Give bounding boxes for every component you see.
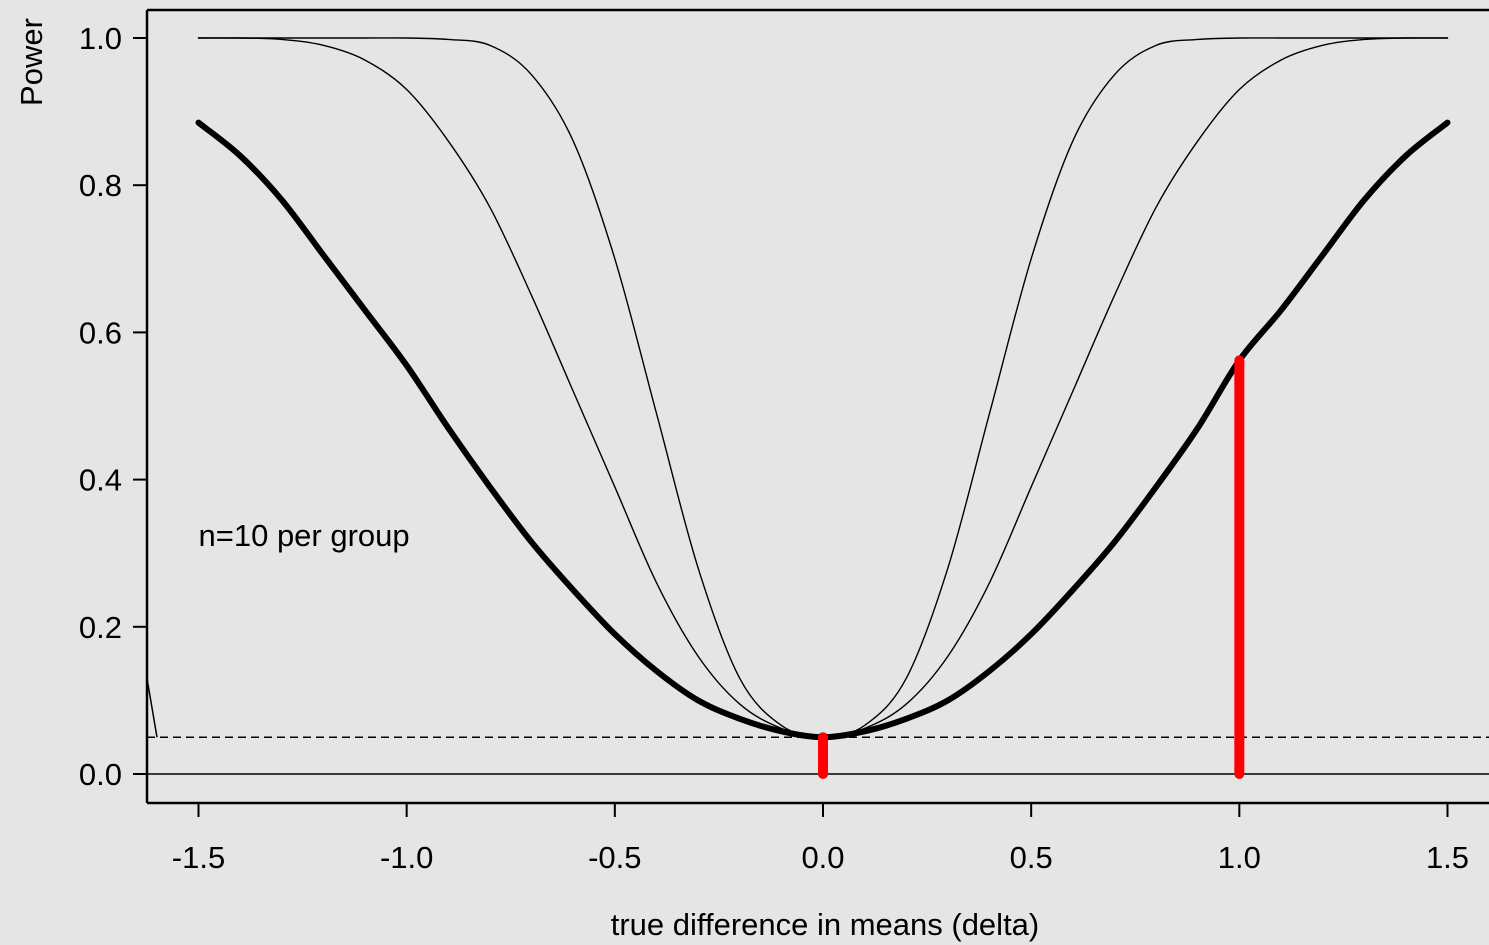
y-tick-label: 0.6: [79, 315, 122, 350]
x-ticks: -1.5 -1.0 -0.5 0.0 0.5 1.0 1.5: [172, 803, 1469, 875]
x-tick-label: 0.5: [1010, 840, 1053, 875]
x-tick-label: 1.0: [1218, 840, 1261, 875]
axes: [145, 8, 1489, 805]
x-tick-label: -1.0: [380, 840, 433, 875]
x-tick-label: -1.5: [172, 840, 225, 875]
x-tick-label: 0.0: [801, 840, 844, 875]
x-axis-label: true difference in means (delta): [611, 907, 1040, 942]
sample-size-annotation: n=10 per group: [199, 518, 410, 553]
alpha-line-lead-in: [146, 678, 158, 738]
x-tick-label: 1.5: [1426, 840, 1469, 875]
y-ticks: 0.0 0.2 0.4 0.6 0.8 1.0: [79, 21, 147, 792]
y-axis-label: Power: [14, 18, 49, 106]
y-tick-label: 1.0: [79, 21, 122, 56]
highlight-segments: [818, 355, 1245, 779]
y-tick-label: 0.0: [79, 757, 122, 792]
y-tick-label: 0.8: [79, 168, 122, 203]
x-tick-label: -0.5: [588, 840, 641, 875]
y-tick-label: 0.4: [79, 463, 122, 498]
y-tick-label: 0.2: [79, 610, 122, 645]
